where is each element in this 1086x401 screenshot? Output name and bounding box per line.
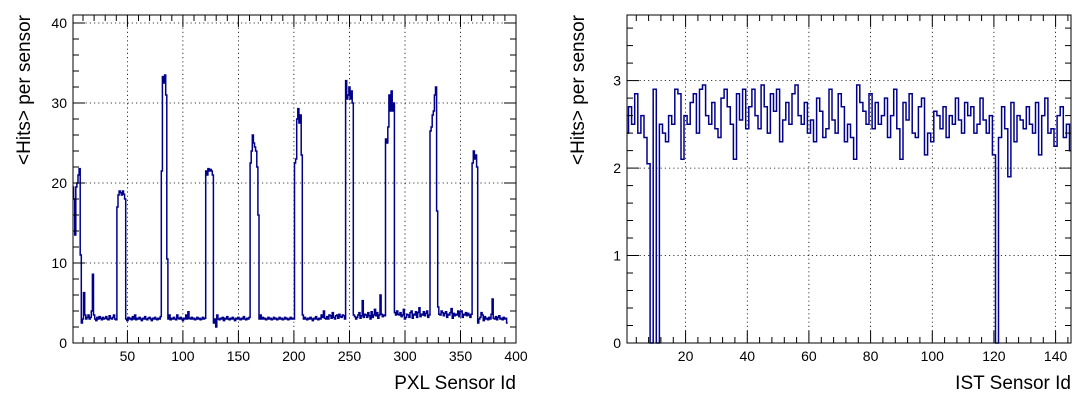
x-tick-label: 400	[504, 348, 528, 364]
y-tick-label: 10	[51, 255, 67, 271]
y-axis-title: <Hits> per sensor	[568, 14, 589, 165]
pxl-hits-histogram: 50 100 150 200 250 300 350 400 0 10 20 30 40 PXL Sens…	[14, 14, 528, 394]
x-tick-label: 50	[120, 348, 136, 364]
y-tick-label: 0	[59, 335, 67, 351]
y-tick-label: 1	[613, 248, 621, 264]
ist-hits-histogram: 20 40 60 80 100 120 140 0 1 2 3 IST Sensor Id <Hits>…	[568, 14, 1072, 394]
x-tick-label: 300	[393, 348, 417, 364]
x-tick-label: 80	[863, 348, 879, 364]
y-tick-label: 0	[613, 335, 621, 351]
x-tick-label: 20	[678, 348, 694, 364]
x-tick-label: 200	[282, 348, 306, 364]
y-tick-label: 20	[51, 175, 67, 191]
histogram-series-line	[72, 74, 508, 328]
x-tick-label: 100	[171, 348, 195, 364]
x-axis-title: IST Sensor Id	[955, 373, 1071, 394]
y-tick-label: 40	[51, 15, 67, 31]
y-tick-label: 2	[613, 160, 621, 176]
x-tick-label: 350	[449, 348, 473, 364]
x-tick-label: 250	[338, 348, 362, 364]
y-axis-title: <Hits> per sensor	[14, 14, 35, 165]
x-tick-label: 40	[740, 348, 756, 364]
plot-frame	[72, 14, 517, 344]
x-tick-label: 60	[801, 348, 817, 364]
x-tick-label: 120	[982, 348, 1006, 364]
y-tick-label: 30	[51, 95, 67, 111]
plot-frame	[626, 14, 1072, 344]
x-tick-label: 140	[1044, 348, 1068, 364]
histogram-series-line	[627, 84, 1071, 344]
y-tick-label: 3	[613, 73, 621, 89]
x-tick-label: 150	[227, 348, 251, 364]
x-tick-label: 100	[921, 348, 945, 364]
x-axis-title: PXL Sensor Id	[394, 373, 516, 394]
